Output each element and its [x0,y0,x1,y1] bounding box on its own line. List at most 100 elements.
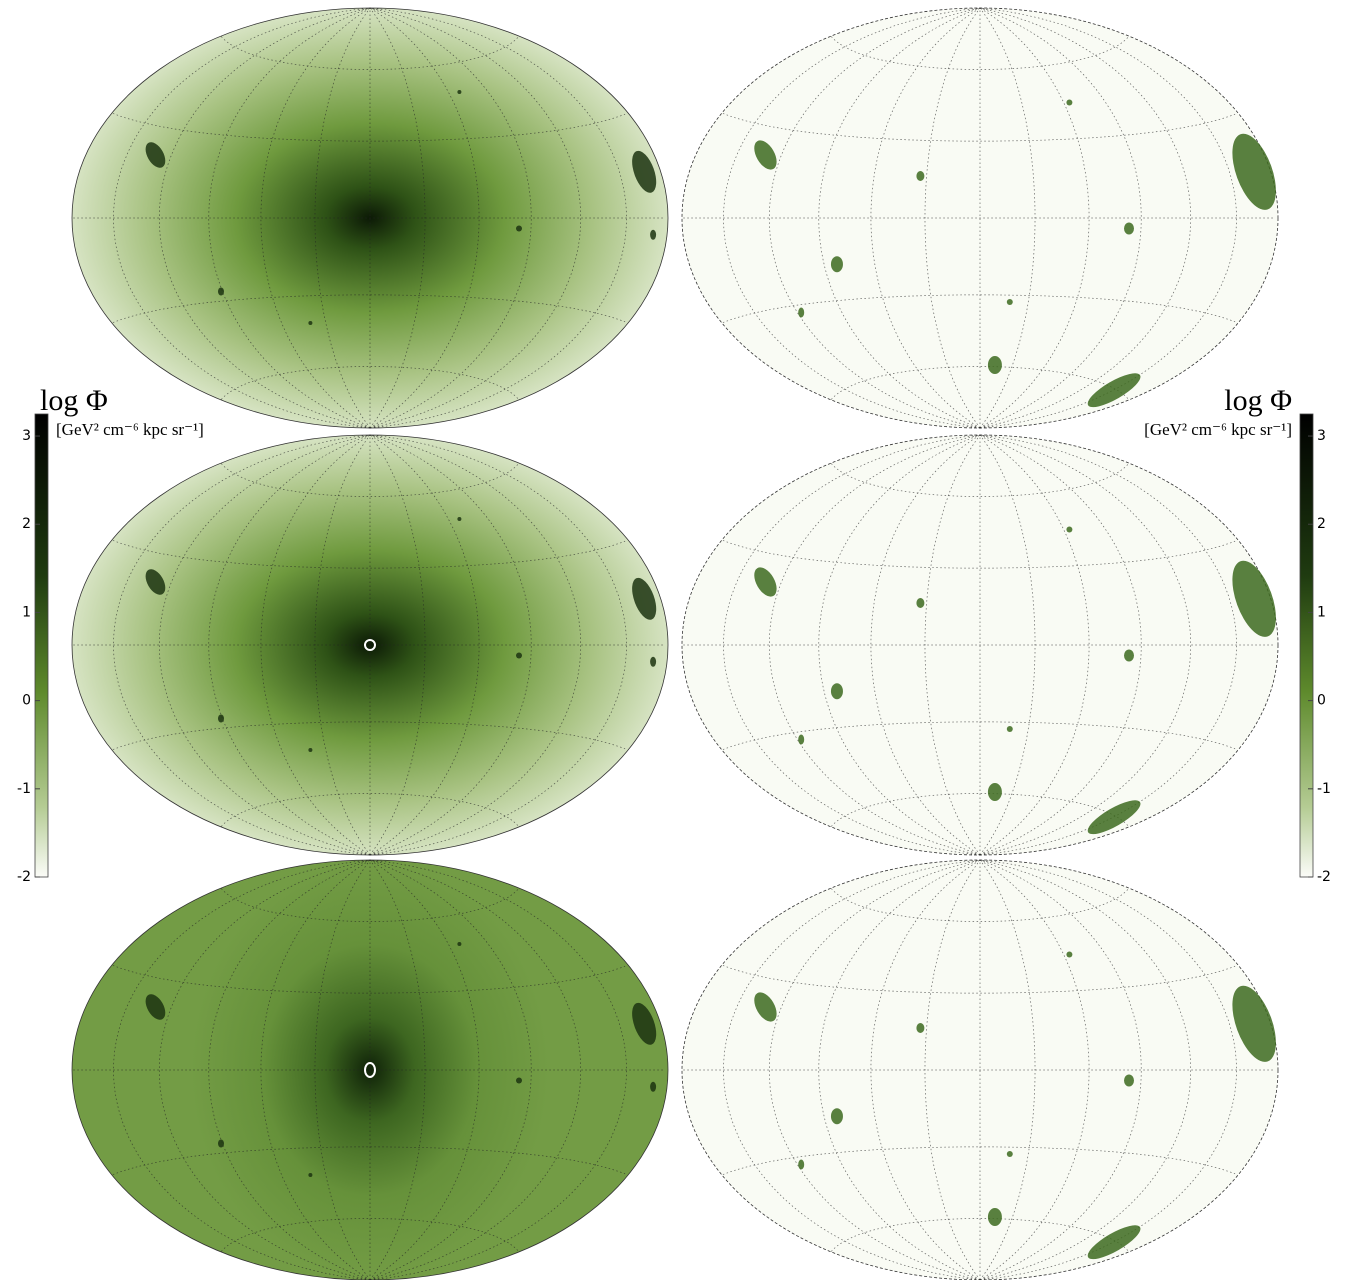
meridian [369,7,480,429]
subhalo [218,1139,224,1148]
parallel [112,965,626,994]
colorbar-tick-label: 0 [1317,693,1326,709]
meridian [314,7,371,429]
meridian [979,859,1036,1280]
subhalo [1087,800,1141,835]
colorbar: -2 -1 0 1 2 3 [17,413,49,885]
subhalo [987,1208,1002,1226]
meridian [979,859,1090,1280]
colorbar-unit: [GeV² cm⁻⁶ kpc sr⁻¹] [1144,420,1292,439]
colorbar-tick-label: 3 [1317,428,1326,444]
colorbar-tick-label: -2 [1317,869,1331,885]
parallel [722,965,1236,994]
parallel [112,540,626,569]
subhalo [1066,99,1073,106]
meridian [979,434,1090,856]
subhalo [754,992,777,1022]
subhalo [308,748,313,752]
subhalo [457,942,462,946]
colorbar-tick-label: -2 [17,869,31,885]
sky-map [681,434,1279,856]
subhalo [798,734,805,745]
subhalo [218,287,224,296]
subhalo [1124,1074,1134,1087]
subhalo [1232,985,1276,1062]
subhalo [916,171,925,181]
sky-map [681,7,1279,429]
subhalo [632,150,657,193]
subhalo [145,994,166,1020]
subhalo [830,683,843,700]
subhalo [798,1159,805,1170]
subhalo [754,567,777,597]
sky-map [71,7,669,429]
colorbar-unit: [GeV² cm⁻⁶ kpc sr⁻¹] [56,420,204,439]
meridian [369,434,480,856]
meridian [369,859,426,1280]
colorbar-tick-label: 1 [22,604,31,620]
colorbar-tick-label: 1 [1317,604,1326,620]
parallel [112,1146,626,1175]
sky-maps [71,7,1279,1280]
subhalo [798,307,805,318]
subhalo [457,517,462,521]
subhalo [632,1002,657,1045]
subhalo [308,321,313,325]
subhalo [218,714,224,723]
colorbar-title: log Φ [1224,384,1292,417]
observer-mask [364,639,376,651]
subhalo [516,225,522,232]
subhalo [1232,133,1276,210]
meridian [924,7,981,429]
subhalo [650,1081,657,1092]
subhalo [916,598,925,608]
colorbar-tick-label: 0 [22,693,31,709]
colorbar-tick-label: 3 [22,428,31,444]
subhalo [1232,560,1276,637]
parallel [722,1146,1236,1175]
subhalo [1066,526,1073,533]
colorbar-ramp [34,413,49,878]
meridian [314,859,371,1280]
meridian [369,434,426,856]
subhalo [830,256,843,273]
subhalo [916,1023,925,1033]
subhalo [1124,649,1134,662]
meridian [369,859,480,1280]
sky-map [71,434,669,856]
subhalo [145,142,166,168]
meridian [979,7,1036,429]
subhalo [987,783,1002,801]
colorbar: -2 -1 0 1 2 3 [1299,413,1331,885]
parallel [112,721,626,750]
colorbar-tick-label: -1 [1317,781,1331,797]
parallel [722,113,1236,142]
colorbar-tick-label: 2 [22,516,31,532]
subhalo [1087,373,1141,408]
subhalo [632,577,657,620]
subhalo [1087,1225,1141,1260]
meridian [369,7,426,429]
sky-map [71,859,669,1280]
colorbar-tick-label: 2 [1317,516,1326,532]
meridian [979,7,1090,429]
subhalo [987,356,1002,374]
parallel [112,294,626,323]
subhalo [1006,1151,1013,1157]
meridian [979,434,1036,856]
observer-mask [364,1062,376,1078]
colorbar-ramp [1299,413,1314,878]
sky-map [681,859,1279,1280]
parallel [722,721,1236,750]
subhalo [1066,951,1073,958]
subhalo [516,652,522,659]
meridian [924,859,981,1280]
subhalo [1006,299,1013,305]
subhalo [830,1108,843,1125]
subhalo [457,90,462,94]
parallel [722,540,1236,569]
meridian [924,434,981,856]
subhalo [650,656,657,667]
parallel [112,113,626,142]
